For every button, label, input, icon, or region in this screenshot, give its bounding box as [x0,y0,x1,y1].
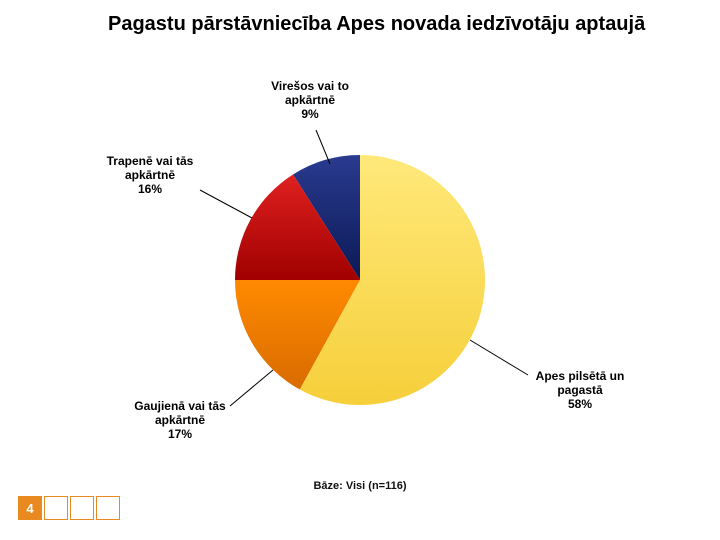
slide-title: Pagastu pārstāvniecība Apes novada iedzī… [108,12,648,37]
label-gaujiena: Gaujienā vai tāsapkārtnē17% [134,399,226,441]
page-number: 4 [18,496,42,520]
footer: 4 [18,496,120,520]
footer-box-3 [96,496,120,520]
pie-svg: Virešos vai toapkārtnē9% Trapenē vai tāsa… [60,70,660,470]
slide: Pagastu pārstāvniecība Apes novada iedzī… [0,0,720,540]
leader-viresos [316,130,330,164]
label-viresos: Virešos vai toapkārtnē9% [271,79,349,121]
footer-box-2 [70,496,94,520]
footer-box-1 [44,496,68,520]
base-note: Bāze: Visi (n=116) [0,480,720,492]
pie-chart: Virešos vai toapkārtnē9% Trapenē vai tāsa… [60,70,660,470]
label-trapene: Trapenē vai tāsapkārtnē16% [107,154,194,196]
leader-trapene [200,190,252,218]
leader-ape [470,340,528,375]
leader-gaujiena [230,370,273,406]
label-ape: Apes pilsētā unpagastā58% [536,369,625,411]
